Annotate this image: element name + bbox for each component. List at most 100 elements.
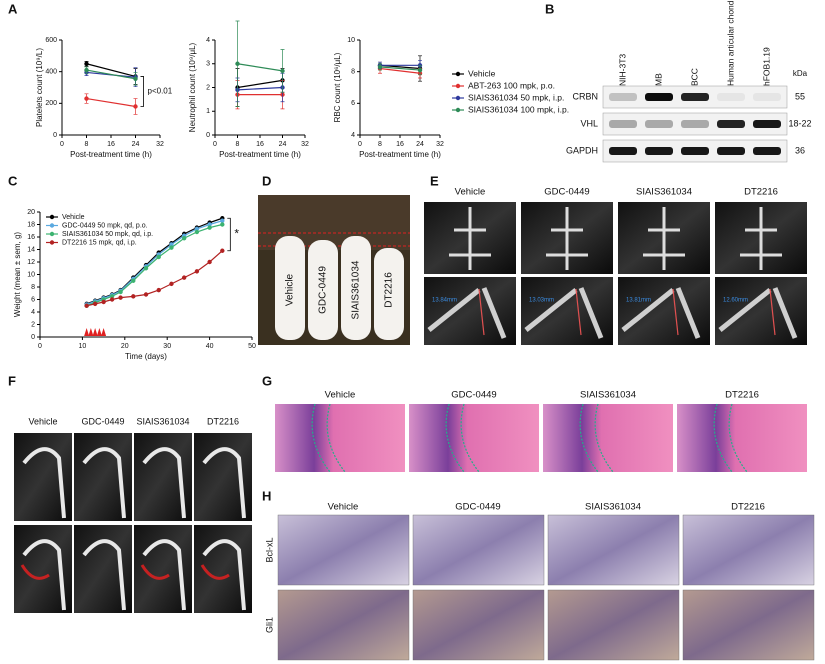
blot-band xyxy=(609,93,637,101)
y-tick-label: 16 xyxy=(27,234,35,241)
mouse-body xyxy=(374,248,404,340)
ihc-image xyxy=(277,589,410,661)
legend-label: ABT-263 100 mpk, p.o. xyxy=(468,80,555,90)
bone xyxy=(718,287,798,339)
data-point xyxy=(118,295,123,300)
mouse-body xyxy=(341,236,371,340)
column-label: SIAIS361034 xyxy=(136,416,189,426)
data-point xyxy=(133,104,138,109)
column-label: DT2216 xyxy=(725,390,759,401)
data-point xyxy=(84,303,89,308)
ihc-image xyxy=(547,514,680,586)
highlight xyxy=(200,564,230,580)
column-label: Vehicle xyxy=(328,502,359,513)
x-axis-label: Post-treatment time (h) xyxy=(359,150,441,159)
row-label: Gli1 xyxy=(264,617,274,633)
column-label: DT2216 xyxy=(744,187,778,198)
y-tick-label: 12 xyxy=(27,259,35,266)
column-label: Vehicle xyxy=(28,416,57,426)
blot-band xyxy=(753,147,781,155)
x-tick-label: 20 xyxy=(121,343,129,350)
y-tick-label: 2 xyxy=(206,84,210,91)
legend-label: Vehicle xyxy=(62,214,85,221)
data-point xyxy=(207,225,212,230)
mouse-body xyxy=(308,240,338,340)
x-tick-label: 32 xyxy=(436,141,444,148)
mouse-label: GDC-0449 xyxy=(318,266,329,314)
annotation: * xyxy=(234,227,239,241)
column-label: Vehicle xyxy=(325,390,356,401)
data-point xyxy=(156,287,161,293)
blot-kda: 18-22 xyxy=(788,118,811,128)
blot-row-label: VHL xyxy=(580,118,598,128)
x-tick-label: 8 xyxy=(85,141,89,148)
data-point xyxy=(280,68,285,74)
skeleton xyxy=(449,207,491,270)
blot-band xyxy=(645,120,673,128)
data-point xyxy=(207,222,212,227)
x-tick-label: 0 xyxy=(60,141,64,148)
histology-image xyxy=(409,404,539,472)
series-line xyxy=(237,63,283,72)
data-point xyxy=(92,301,98,307)
y-tick-label: 4 xyxy=(206,37,210,44)
mouse-label: Vehicle xyxy=(285,273,296,306)
femur xyxy=(82,447,126,519)
annotation: p<0.01 xyxy=(148,87,173,96)
x-tick-label: 50 xyxy=(248,343,256,350)
histology-image xyxy=(275,404,405,472)
mouse-label: SIAIS361034 xyxy=(351,260,362,319)
x-tick-label: 16 xyxy=(256,141,264,148)
kda-header: kDa xyxy=(793,69,808,78)
mouse-label: DT2216 xyxy=(384,272,395,308)
blot-column-label: BCC xyxy=(689,68,699,86)
x-tick-label: 32 xyxy=(301,141,309,148)
femur xyxy=(22,447,66,519)
growth-plate-outline xyxy=(579,403,614,473)
y-tick-label: 6 xyxy=(351,100,355,107)
y-tick-label: 400 xyxy=(45,69,57,76)
measure-line xyxy=(575,288,582,336)
x-tick-label: 10 xyxy=(79,343,87,350)
ihc-image xyxy=(547,589,680,661)
panel-label: C xyxy=(8,173,18,188)
blot-band xyxy=(609,120,637,128)
y-axis-label: Neutrophil count (10⁹/μL) xyxy=(188,42,197,132)
skeleton xyxy=(546,207,588,270)
y-tick-label: 20 xyxy=(27,209,35,216)
blot-band xyxy=(609,147,637,155)
bone xyxy=(524,287,604,339)
growth-plate-outline xyxy=(713,403,748,473)
x-tick-label: 24 xyxy=(279,141,287,148)
data-point xyxy=(235,61,240,66)
ihc-image xyxy=(682,514,815,586)
x-tick-label: 24 xyxy=(416,141,424,148)
blot-column-label: hFOB1.19 xyxy=(761,47,771,86)
growth-plate-outline xyxy=(311,403,346,473)
x-axis-label: Post-treatment time (h) xyxy=(219,150,301,159)
measurement: 13.03mm xyxy=(529,298,554,304)
x-tick-label: 40 xyxy=(206,343,214,350)
data-point xyxy=(101,299,106,305)
y-tick-label: 10 xyxy=(27,271,35,278)
series-line xyxy=(237,86,283,91)
significance-bracket xyxy=(140,76,144,107)
data-point xyxy=(84,96,89,101)
y-axis-label: RBC count (10⁶/μL) xyxy=(333,52,342,122)
femur xyxy=(202,447,246,519)
x-axis-label: Time (days) xyxy=(125,352,167,361)
y-tick-label: 1 xyxy=(206,108,210,115)
y-tick-label: 0 xyxy=(31,334,35,341)
blot-band xyxy=(753,120,781,128)
data-point xyxy=(109,294,115,299)
data-point xyxy=(84,61,89,66)
blot-column-label: Human articular chondrocytes xyxy=(725,0,735,86)
x-tick-label: 16 xyxy=(107,141,115,148)
femur xyxy=(142,447,186,519)
y-tick-label: 4 xyxy=(31,309,35,316)
data-point xyxy=(220,218,225,223)
data-point xyxy=(169,281,174,287)
data-point xyxy=(194,226,200,232)
dosing-arrow xyxy=(101,328,107,336)
data-point xyxy=(194,229,200,235)
